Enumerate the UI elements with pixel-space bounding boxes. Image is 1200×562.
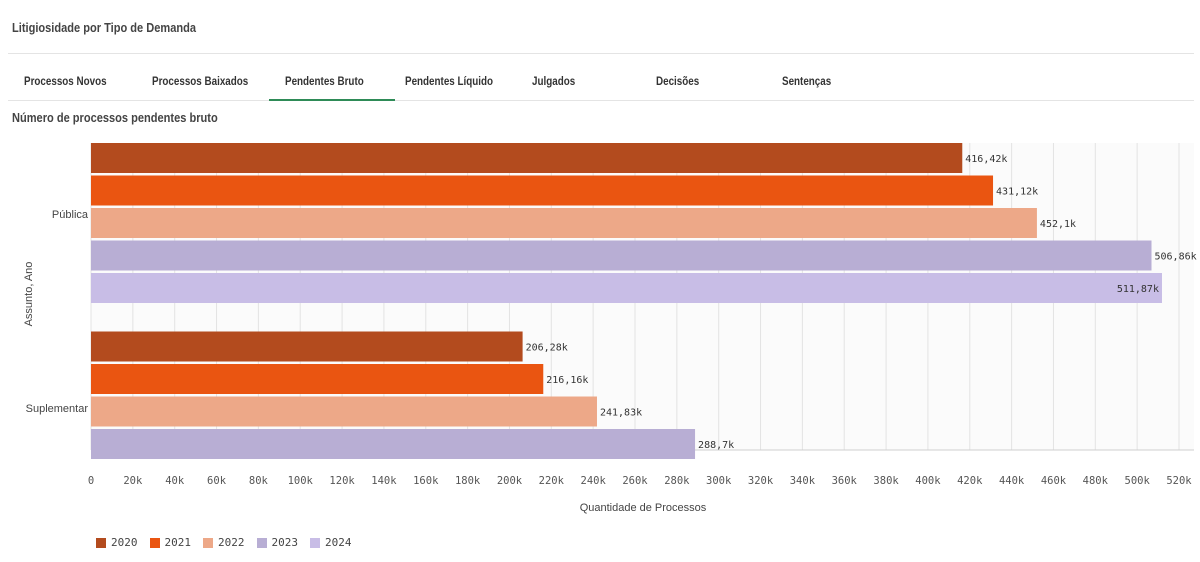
data-label: 452,1k (1040, 219, 1076, 230)
chart-title: Número de processos pendentes bruto (12, 110, 218, 125)
bar (91, 331, 523, 362)
x-tick-label: 520k (1166, 475, 1192, 487)
tab-label: Processos Baixados (152, 74, 249, 88)
bar (91, 240, 1152, 271)
tab-label: Pendentes Bruto (285, 74, 364, 88)
tab-label: Pendentes Líquido (405, 74, 494, 88)
legend-label: 2021 (164, 536, 192, 549)
tab-processos-baixados[interactable]: Processos Baixados (136, 54, 262, 100)
chart-legend: 2020 2021 2022 2023 2024 (96, 536, 352, 549)
data-label: 431,12k (996, 187, 1038, 198)
legend-item-2024[interactable]: 2024 (310, 536, 352, 549)
y-category-label: Suplementar (26, 403, 89, 415)
legend-label: 2020 (111, 536, 138, 549)
active-tab-indicator (269, 99, 395, 101)
legend-item-2021[interactable]: 2021 (149, 536, 192, 549)
x-tick-label: 160k (413, 475, 439, 487)
tab-decisoes[interactable]: Decisões (640, 54, 766, 100)
x-tick-label: 200k (497, 475, 523, 487)
tab-pendentes-bruto[interactable]: Pendentes Bruto (269, 54, 395, 101)
x-tick-label: 320k (748, 475, 774, 487)
bar (91, 208, 1037, 238)
legend-label: 2022 (218, 536, 245, 549)
x-tick-label: 40k (165, 475, 185, 487)
page-title: Litigiosidade por Tipo de Demanda (12, 20, 196, 35)
data-label: 511,87k (1117, 284, 1159, 295)
tab-label: Decisões (656, 74, 700, 88)
bar (91, 429, 696, 459)
x-tick-label: 360k (832, 475, 858, 487)
x-tick-label: 240k (581, 475, 607, 487)
x-tick-label: 80k (249, 475, 269, 487)
tab-sentencas[interactable]: Sentenças (766, 54, 892, 100)
x-tick-label: 100k (288, 475, 314, 487)
data-label: 506,86k (1155, 252, 1197, 263)
bar (91, 273, 1162, 303)
tab-bar: Processos Novos Processos Baixados Pende… (8, 53, 1194, 101)
tab-label: Sentenças (782, 74, 832, 88)
legend-swatch (256, 537, 267, 548)
legend-swatch (96, 537, 106, 548)
x-tick-label: 380k (873, 475, 899, 487)
x-tick-label: 220k (539, 475, 565, 487)
legend-swatch (203, 537, 213, 548)
x-tick-label: 420k (957, 475, 983, 487)
x-tick-label: 120k (329, 475, 355, 487)
x-tick-label: 300k (706, 475, 732, 487)
bar (91, 143, 963, 173)
legend-item-2022[interactable]: 2022 (203, 536, 245, 549)
x-axis-title: Quantidade de Processos (580, 502, 707, 514)
y-category-label: Pública (52, 209, 89, 221)
x-tick-label: 140k (371, 475, 397, 487)
x-tick-label: 60k (207, 475, 227, 487)
bar (91, 364, 544, 394)
data-label: 216,16k (546, 375, 588, 386)
tab-processos-novos[interactable]: Processos Novos (8, 54, 134, 100)
x-tick-label: 260k (622, 475, 648, 487)
legend-item-2020[interactable]: 2020 (96, 536, 138, 549)
data-label: 241,83k (600, 408, 642, 419)
x-tick-label: 500k (1125, 475, 1151, 487)
data-label: 288,7k (698, 440, 734, 451)
x-tick-label: 400k (915, 475, 941, 487)
x-tick-label: 20k (123, 475, 143, 487)
x-tick-label: 460k (1041, 475, 1067, 487)
bar (91, 396, 597, 427)
x-tick-label: 340k (790, 475, 816, 487)
x-tick-label: 180k (455, 475, 481, 487)
tab-label: Processos Novos (24, 74, 107, 88)
legend-swatch (310, 537, 320, 548)
x-tick-label: 480k (1083, 475, 1109, 487)
y-axis-title: Assunto, Ano (23, 262, 35, 327)
tab-julgados[interactable]: Julgados (516, 54, 642, 100)
legend-item-2023[interactable]: 2023 (256, 536, 299, 549)
data-label: 206,28k (526, 343, 568, 354)
legend-label: 2024 (325, 536, 352, 549)
legend-label: 2023 (271, 536, 299, 549)
bar (91, 175, 994, 206)
tab-label: Julgados (532, 74, 576, 88)
tab-pendentes-liquido[interactable]: Pendentes Líquido (389, 54, 515, 100)
x-tick-label: 280k (664, 475, 690, 487)
legend-swatch (149, 537, 160, 548)
data-label: 416,42k (965, 154, 1007, 165)
x-tick-label: 0 (88, 475, 94, 487)
x-tick-label: 440k (999, 475, 1025, 487)
